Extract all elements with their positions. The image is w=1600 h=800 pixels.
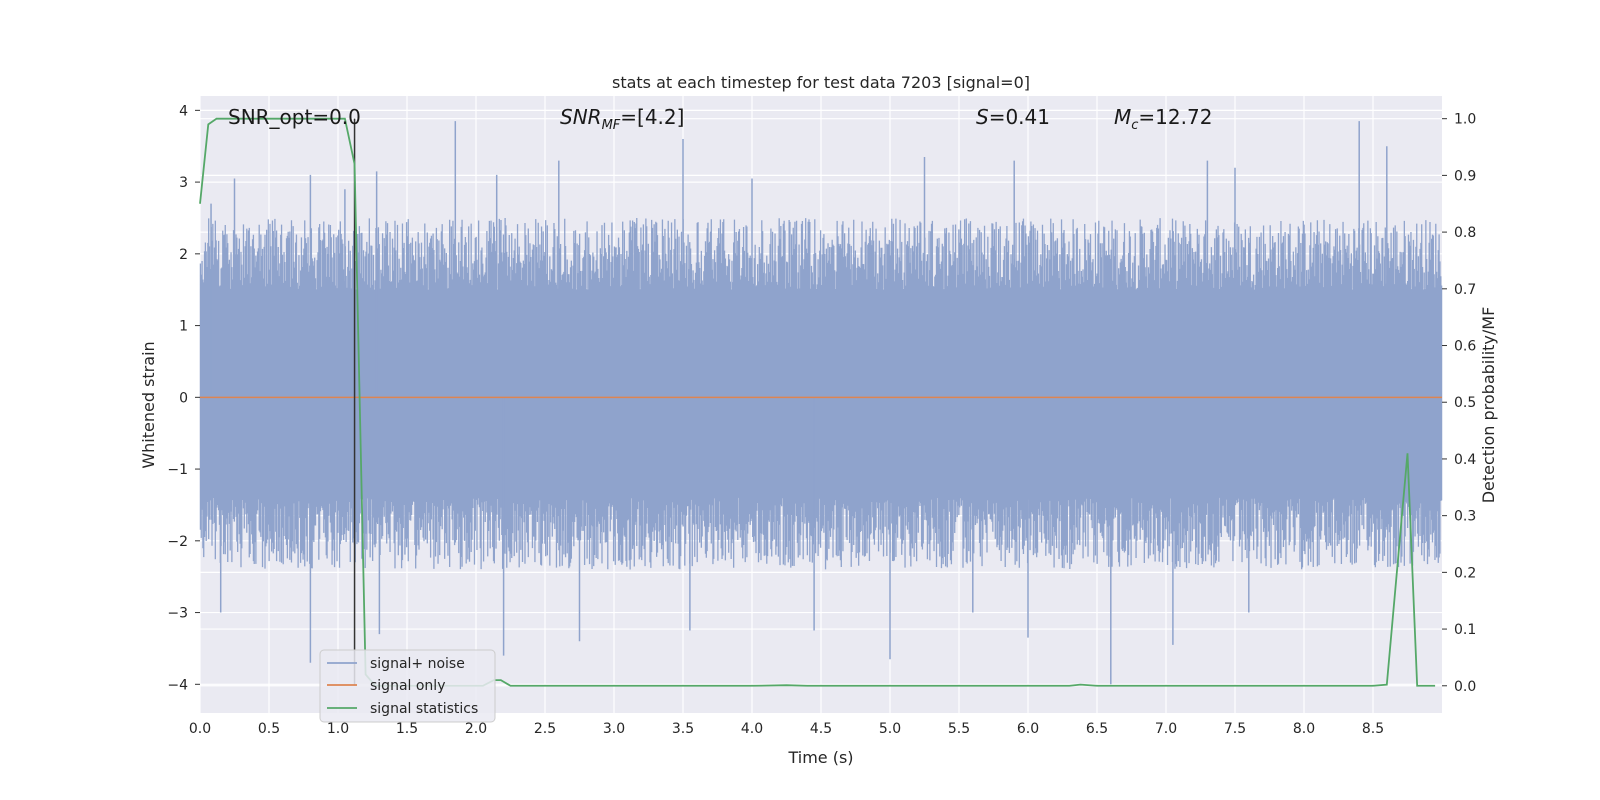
y-tick-label: −1 (167, 462, 188, 478)
y2-tick-label: 0.4 (1454, 452, 1476, 468)
y-axis-label: Whitened strain (139, 341, 158, 468)
x-tick-label: 5.5 (948, 721, 970, 737)
y2-tick-label: 0.7 (1454, 282, 1476, 298)
x-tick-label: 0.0 (189, 721, 211, 737)
y2-tick-label: 0.9 (1454, 168, 1476, 184)
x-tick-label: 3.5 (672, 721, 694, 737)
y-tick-label: 0 (179, 390, 188, 406)
x-tick-label: 8.0 (1293, 721, 1315, 737)
y-axis-ticks: −4 −3 −2 −1 0 1 2 3 4 (167, 103, 200, 693)
x-tick-label: 4.0 (741, 721, 763, 737)
x-tick-label: 3.0 (603, 721, 625, 737)
y2-tick-label: 0.6 (1454, 339, 1476, 355)
y-tick-label: −4 (167, 677, 188, 693)
y-tick-label: −3 (167, 606, 188, 622)
annotation-snr-mf-value: =[4.2] (620, 105, 684, 129)
y2-tick-label: 0.5 (1454, 395, 1476, 411)
annotation-mc: Mc=12.72 (1114, 105, 1212, 133)
annotation-snr-mf: SNRMF=[4.2] (560, 105, 684, 133)
y2-tick-label: 0.1 (1454, 622, 1476, 638)
y-tick-label: 2 (179, 247, 188, 263)
annotation-snr-opt: SNR_opt=0.0 (228, 105, 361, 129)
annotation-snr-mf-subscript: MF (602, 118, 621, 133)
annotation-mc-value: =12.72 (1138, 105, 1212, 129)
x-tick-label: 7.5 (1224, 721, 1246, 737)
annotation-snr-mf-symbol: SNR (560, 105, 602, 129)
annotation-s-symbol: S (976, 105, 989, 129)
y-tick-label: 3 (179, 175, 188, 191)
annotation-mc-symbol: M (1114, 105, 1131, 129)
x-tick-label: 5.0 (879, 721, 901, 737)
x-tick-label: 1.0 (327, 721, 349, 737)
x-axis-ticks: 0.0 0.5 1.0 1.5 2.0 2.5 3.0 3.5 4.0 4.5 5.0 5.5 6.0 6… (189, 721, 1384, 737)
legend-box (319, 649, 496, 723)
x-tick-label: 6.5 (1086, 721, 1108, 737)
x-tick-label: 6.0 (1017, 721, 1039, 737)
y2-tick-label: 0.8 (1454, 225, 1476, 241)
annotation-s-value: =0.41 (989, 105, 1050, 129)
legend-label-signal-only: signal only (370, 678, 445, 694)
x-tick-label: 0.5 (258, 721, 280, 737)
x-tick-label: 7.0 (1155, 721, 1177, 737)
annotation-mc-subscript: c (1131, 118, 1138, 133)
y-tick-label: −2 (167, 534, 188, 550)
x-tick-label: 2.5 (534, 721, 556, 737)
legend: signal+ noise signal only signal statist… (319, 649, 496, 723)
y2-tick-label: 1.0 (1454, 112, 1476, 128)
chart-title: stats at each timestep for test data 720… (612, 73, 1030, 92)
x-tick-label: 1.5 (396, 721, 418, 737)
y-tick-label: 1 (179, 319, 188, 335)
x-tick-label: 4.5 (810, 721, 832, 737)
x-tick-label: 8.5 (1362, 721, 1384, 737)
legend-label-signal-noise: signal+ noise (370, 656, 465, 672)
y2-axis-ticks: 0.0 0.1 0.2 0.3 0.4 0.5 0.6 0.7 0.8 0.9 1.0 (1442, 112, 1476, 695)
y2-tick-label: 0.0 (1454, 679, 1476, 695)
x-axis-label: Time (s) (787, 748, 853, 767)
y-tick-label: 4 (179, 103, 188, 119)
annotation-s: S=0.41 (976, 105, 1050, 129)
x-tick-label: 2.0 (465, 721, 487, 737)
y2-tick-label: 0.3 (1454, 509, 1476, 525)
y2-axis-label: Detection probability/MF (1479, 307, 1498, 504)
y2-tick-label: 0.2 (1454, 565, 1476, 581)
legend-label-signal-statistics: signal statistics (370, 701, 478, 717)
